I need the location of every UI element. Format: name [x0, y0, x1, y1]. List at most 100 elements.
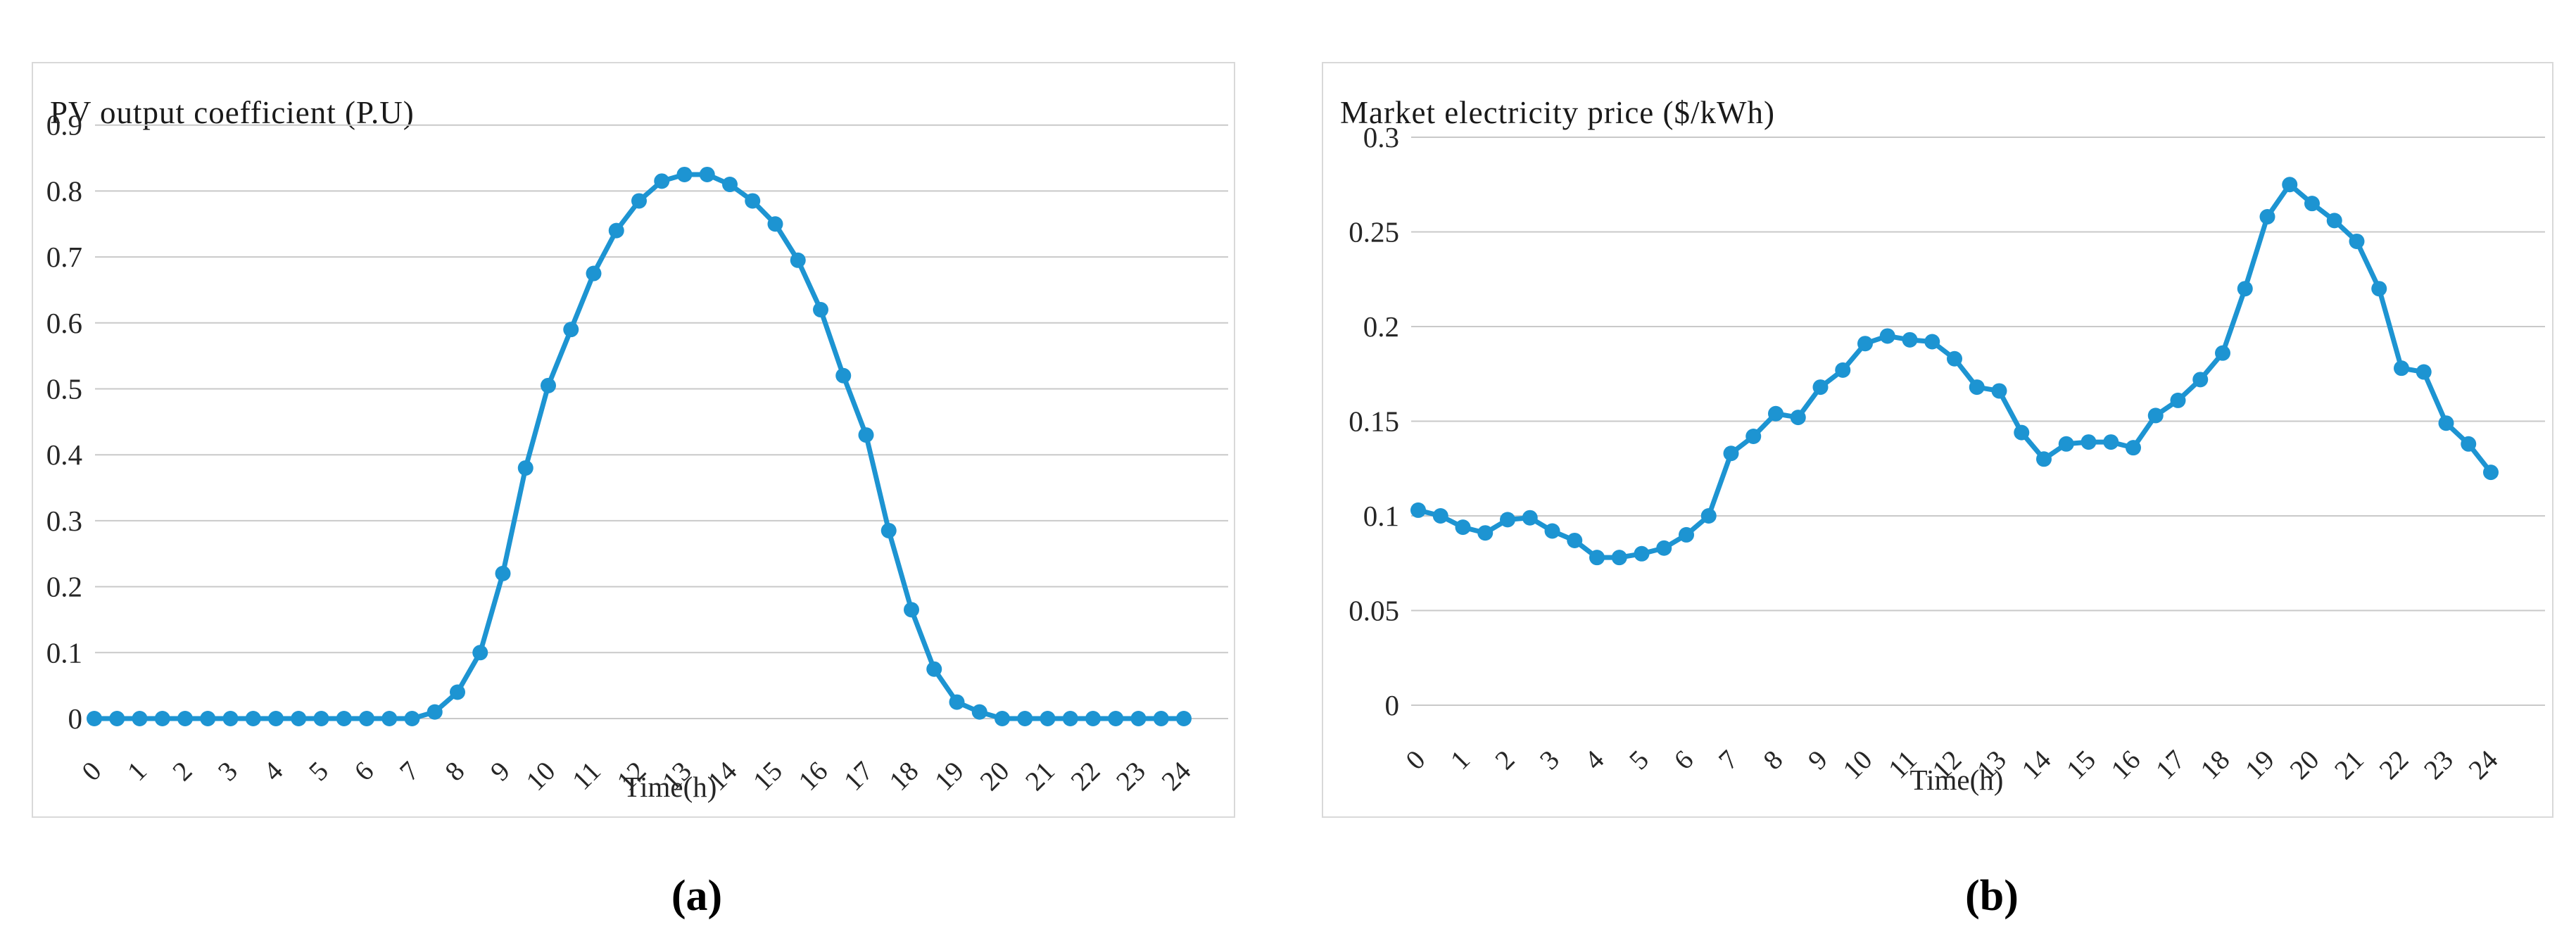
y-tick-label: 0: [68, 702, 83, 735]
data-point: [1176, 711, 1192, 726]
x-tick-label: 24: [1156, 756, 1197, 797]
data-point: [1040, 711, 1056, 726]
data-point: [1017, 711, 1033, 726]
x-tick-label: 1: [1445, 745, 1476, 776]
x-tick-label: 18: [883, 756, 924, 797]
data-point: [1723, 445, 1739, 462]
data-point: [2349, 233, 2365, 249]
data-point: [404, 711, 420, 726]
data-point: [222, 711, 239, 726]
data-point: [2394, 360, 2409, 377]
x-tick-label: 3: [1534, 745, 1565, 776]
x-tick-label: 2: [167, 756, 198, 787]
y-tick-label: 0.1: [1363, 500, 1399, 532]
y-tick-label: 0.9: [46, 109, 82, 141]
data-point: [904, 602, 919, 618]
data-point: [1153, 711, 1169, 726]
data-point: [517, 460, 533, 476]
y-tick-label: 0.3: [46, 505, 82, 537]
y-tick-label: 0.2: [1363, 310, 1399, 343]
data-point: [313, 711, 329, 726]
data-point: [880, 522, 897, 538]
y-tick-label: 0.25: [1349, 216, 1399, 248]
data-point: [2081, 434, 2097, 450]
x-axis-title: Time(h): [624, 771, 717, 803]
x-tick-label: 22: [1065, 756, 1106, 797]
pv-chart-title: PV output coefficient (P.U): [50, 95, 415, 130]
data-point: [676, 166, 693, 182]
data-point: [359, 711, 374, 726]
data-point: [200, 711, 216, 726]
x-tick-label: 9: [485, 756, 516, 787]
data-point: [132, 711, 148, 726]
data-point: [450, 684, 465, 700]
data-point: [2282, 177, 2298, 193]
data-point: [2237, 281, 2253, 297]
data-point: [2014, 424, 2030, 441]
y-tick-label: 0.2: [46, 571, 82, 603]
data-point: [495, 565, 511, 581]
x-tick-label: 0: [76, 756, 107, 787]
subfigure-caption-a: (a): [671, 872, 723, 920]
y-tick-label: 0.5: [46, 373, 82, 405]
data-point: [1544, 523, 1560, 539]
data-point: [2483, 464, 2499, 481]
x-tick-label: 18: [2195, 745, 2235, 785]
data-point: [1991, 383, 2007, 399]
data-point: [722, 177, 738, 193]
x-tick-label: 15: [747, 756, 788, 797]
data-point: [1947, 350, 1962, 367]
x-tick-label: 6: [1668, 745, 1699, 776]
data-point: [1879, 328, 1895, 344]
x-tick-label: 7: [394, 756, 425, 787]
data-point: [1611, 550, 1627, 566]
data-point: [472, 645, 488, 661]
data-point: [1455, 519, 1471, 536]
x-tick-label: 22: [2373, 745, 2414, 785]
data-point: [1812, 379, 1829, 396]
data-point: [1835, 362, 1851, 378]
data-point: [109, 711, 125, 726]
x-axis-title: Time(h): [1910, 764, 2004, 796]
data-point: [2259, 208, 2275, 225]
x-tick-label: 8: [1757, 745, 1788, 776]
x-tick-label: 5: [1624, 745, 1655, 776]
x-tick-label: 20: [2284, 745, 2325, 785]
y-tick-label: 0.4: [46, 438, 82, 471]
data-point: [699, 166, 715, 182]
x-tick-label: 23: [2418, 745, 2459, 785]
data-point: [1522, 510, 1538, 526]
chart-panel-a: PV output coefficient (P.U) 0 0.1 0.2 0.3 0.…: [32, 62, 1235, 818]
x-tick-label: 8: [439, 756, 470, 787]
x-tick-label: 16: [2105, 745, 2146, 785]
x-tick-label: 4: [1579, 745, 1610, 776]
data-point: [1062, 711, 1078, 726]
data-point: [1085, 711, 1101, 726]
data-point: [926, 661, 942, 677]
x-tick-label: 5: [303, 756, 334, 787]
y-tick-label: 0.7: [46, 241, 82, 273]
data-point: [563, 322, 579, 338]
y-tick-label: 0.15: [1349, 405, 1399, 438]
data-point: [2103, 434, 2119, 450]
data-point: [1679, 526, 1694, 543]
data-point: [1969, 379, 1985, 396]
data-point: [541, 377, 556, 393]
data-point: [995, 711, 1010, 726]
y-tick-label: 0.8: [46, 175, 82, 207]
data-point: [586, 265, 602, 282]
data-point: [154, 711, 170, 726]
price-chart-title: Market electricity price ($/kWh): [1340, 95, 1775, 130]
x-tick-label: 21: [2329, 745, 2370, 785]
data-point: [2170, 392, 2186, 408]
data-point: [268, 711, 284, 726]
data-point: [2304, 196, 2320, 212]
data-point: [1567, 532, 1583, 548]
x-tick-label: 19: [929, 756, 970, 797]
x-tick-label: 23: [1111, 756, 1151, 797]
data-point: [2036, 451, 2052, 467]
x-tick-label: 0: [1400, 745, 1431, 776]
data-point: [1924, 334, 1940, 350]
data-point: [949, 694, 965, 710]
data-point: [2461, 436, 2477, 452]
